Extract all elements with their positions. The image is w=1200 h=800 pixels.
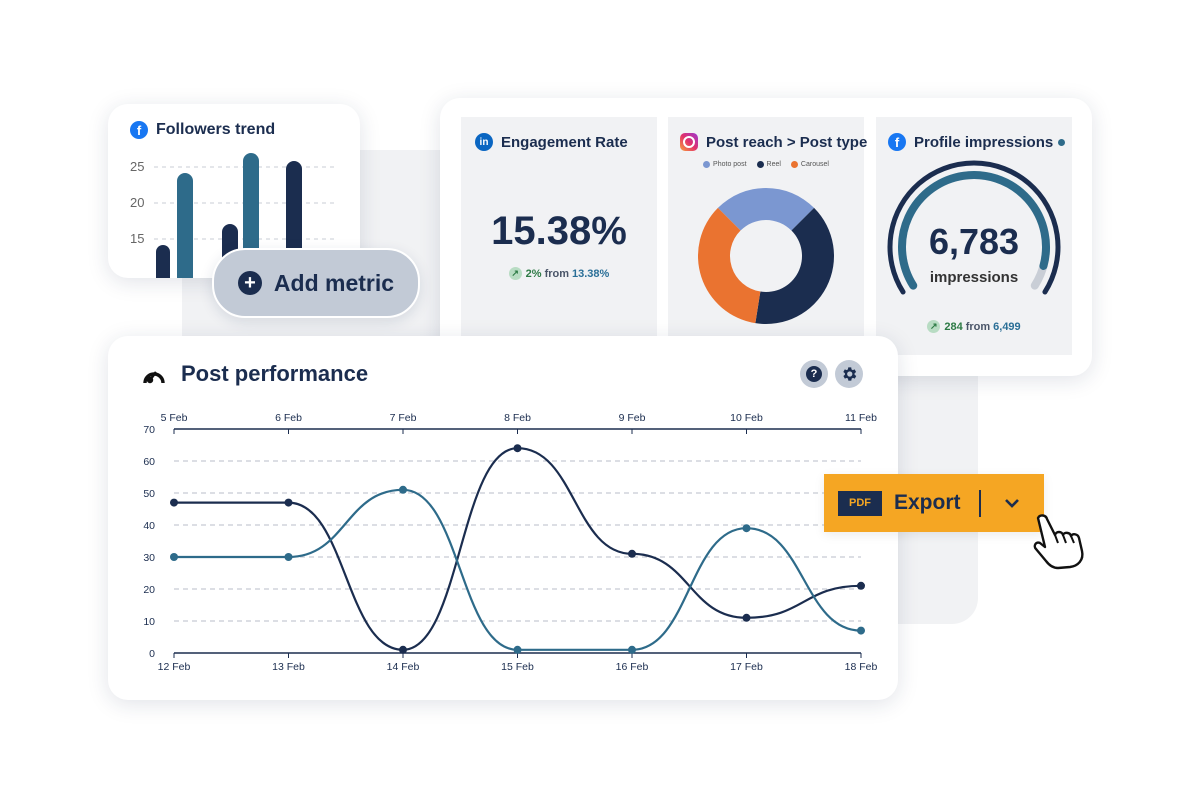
donut-slice bbox=[717, 188, 815, 231]
legend-item: Reel bbox=[756, 161, 781, 168]
linkedin-icon: in bbox=[475, 133, 493, 151]
export-label: Export bbox=[894, 491, 961, 514]
x-bottom-tick-label: 16 Feb bbox=[616, 661, 649, 673]
post-reach-tile: Post reach > Post type Photo post Reel C… bbox=[668, 117, 868, 355]
data-point bbox=[399, 485, 407, 494]
facebook-icon: f bbox=[130, 121, 148, 139]
post-reach-title: Post reach > Post type bbox=[706, 133, 868, 151]
gauge-fill bbox=[898, 171, 1050, 290]
profile-impressions-title: Profile impressions bbox=[914, 133, 1054, 151]
trend-up-icon: ↗ bbox=[508, 267, 522, 280]
x-top-tick-label: 9 Feb bbox=[619, 412, 646, 424]
y-tick-label: 25 bbox=[130, 159, 144, 174]
gauge-outer-arc bbox=[887, 160, 1061, 295]
post-performance-card: Post performance ? 70 60 50 40 30 20 10 0 5 Feb 6… bbox=[108, 336, 898, 700]
settings-button[interactable] bbox=[835, 360, 863, 388]
series-line bbox=[173, 447, 862, 651]
x-bottom-tick-label: 12 Feb bbox=[158, 661, 191, 673]
post-performance-title: Post performance bbox=[181, 361, 369, 386]
x-bottom-tick-label: 18 Feb bbox=[845, 661, 878, 673]
post-performance-chart: 70 60 50 40 30 20 10 0 5 Feb 6 Feb 7 Feb 8 Feb 9 Feb… bbox=[143, 412, 878, 673]
data-point bbox=[513, 645, 522, 654]
profile-impressions-tile: f Profile impressions 6,783 impressions … bbox=[876, 117, 1072, 355]
x-top-tick-label: 6 Feb bbox=[275, 412, 302, 424]
x-top-tick-label: 11 Feb bbox=[845, 412, 877, 424]
legend-item: Photo post bbox=[703, 161, 747, 168]
y-tick-label: 20 bbox=[130, 195, 144, 210]
donut-slice bbox=[698, 207, 761, 324]
data-point bbox=[628, 645, 636, 654]
y-tick-label: 40 bbox=[143, 520, 155, 532]
y-tick-label: 70 bbox=[143, 424, 155, 436]
pdf-badge: PDF bbox=[838, 490, 882, 516]
y-tick-label: 0 bbox=[149, 648, 155, 660]
data-point bbox=[284, 498, 293, 507]
data-point bbox=[399, 645, 407, 654]
y-tick-label: 50 bbox=[143, 488, 155, 500]
x-top-tick-label: 10 Feb bbox=[730, 412, 763, 424]
bar bbox=[243, 153, 259, 278]
data-point bbox=[857, 581, 865, 590]
impressions-gauge bbox=[887, 160, 1061, 295]
data-point bbox=[170, 553, 178, 561]
impressions-value: 6,783 bbox=[928, 221, 1020, 262]
status-dot bbox=[1058, 138, 1066, 146]
x-top-tick-label: 5 Feb bbox=[161, 412, 188, 424]
donut-legend: Photo post Reel Carousel bbox=[668, 161, 864, 168]
help-icon: ? bbox=[806, 366, 822, 382]
x-top-tick-label: 8 Feb bbox=[504, 412, 531, 424]
engagement-base-value: 13.38% bbox=[572, 267, 610, 280]
help-button[interactable]: ? bbox=[800, 360, 828, 388]
engagement-delta: ↗ 2% from 13.38% bbox=[461, 267, 657, 280]
impressions-unit: impressions bbox=[929, 269, 1019, 286]
x-bottom-tick-label: 17 Feb bbox=[730, 661, 763, 673]
engagement-rate-tile: in Engagement Rate 15.38% ↗ 2% from 13.3… bbox=[461, 117, 657, 355]
engagement-value: 15.38% bbox=[491, 209, 627, 253]
donut-slice bbox=[755, 207, 834, 324]
legend-item: Carousel bbox=[790, 161, 829, 168]
x-bottom-tick-label: 14 Feb bbox=[387, 661, 420, 673]
from-label: from bbox=[544, 267, 570, 280]
y-tick-label: 20 bbox=[143, 584, 155, 596]
data-point bbox=[170, 498, 178, 507]
engagement-delta-value: 2% bbox=[525, 267, 542, 280]
export-divider bbox=[979, 490, 981, 517]
x-bottom-tick-label: 15 Feb bbox=[501, 661, 534, 673]
y-tick-label: 60 bbox=[143, 456, 155, 468]
add-metric-label: Add metric bbox=[273, 269, 395, 296]
bar bbox=[156, 245, 170, 278]
impressions-delta: ↗ 284 from 6,499 bbox=[876, 320, 1072, 333]
bar bbox=[177, 173, 193, 278]
hand-cursor-icon bbox=[1033, 514, 1084, 570]
y-tick-label: 10 bbox=[143, 616, 155, 628]
instagram-icon bbox=[680, 133, 698, 151]
series-line bbox=[174, 488, 862, 651]
engagement-title: Engagement Rate bbox=[501, 133, 628, 151]
data-point bbox=[742, 524, 751, 533]
data-point bbox=[513, 444, 522, 453]
from-label: from bbox=[965, 320, 991, 333]
data-point bbox=[284, 553, 293, 561]
followers-trend-title: Followers trend bbox=[156, 121, 276, 138]
data-point bbox=[628, 549, 636, 558]
impressions-base-value: 6,499 bbox=[993, 320, 1021, 333]
x-bottom-tick-label: 13 Feb bbox=[272, 661, 305, 673]
export-button[interactable]: PDF Export bbox=[824, 474, 1044, 532]
plus-icon: + bbox=[237, 271, 262, 295]
trend-up-icon: ↗ bbox=[927, 320, 941, 333]
chevron-down-icon[interactable] bbox=[1002, 488, 1022, 518]
x-top-tick-label: 7 Feb bbox=[390, 412, 417, 424]
post-type-donut-chart bbox=[698, 188, 834, 324]
y-tick-label: 30 bbox=[143, 552, 155, 564]
gear-icon bbox=[843, 367, 857, 381]
impressions-delta-value: 284 bbox=[944, 320, 963, 333]
analytics-icon bbox=[143, 371, 165, 384]
data-point bbox=[857, 626, 865, 635]
facebook-icon: f bbox=[888, 133, 906, 151]
add-metric-button[interactable]: + Add metric bbox=[212, 248, 420, 318]
y-tick-label: 15 bbox=[130, 231, 144, 246]
metrics-card: in Engagement Rate 15.38% ↗ 2% from 13.3… bbox=[440, 98, 1092, 376]
data-point bbox=[742, 613, 751, 622]
